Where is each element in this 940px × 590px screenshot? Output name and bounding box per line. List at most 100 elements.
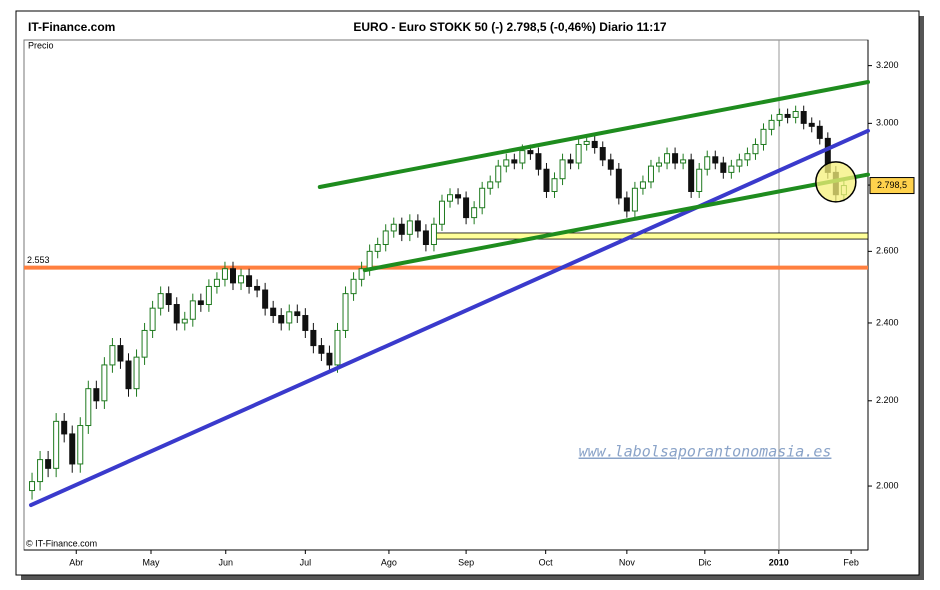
candle-body	[511, 159, 518, 164]
x-tick-label: Nov	[619, 557, 636, 567]
candle-body	[696, 168, 703, 192]
x-tick-label: Ago	[381, 557, 397, 567]
y-tick-label: 2.000	[876, 480, 899, 490]
last-price-label: 2.798,5	[877, 180, 907, 190]
candle-body	[768, 119, 775, 130]
candle-body	[157, 293, 164, 309]
candle-body	[704, 156, 711, 170]
candle-body	[246, 275, 253, 287]
candle-body	[519, 150, 526, 164]
watermark: www.labolsaporantonomasia.es	[579, 443, 832, 461]
candle-body	[575, 143, 582, 164]
candle-body	[390, 223, 397, 232]
candle-body	[623, 197, 630, 212]
candle-body	[53, 420, 60, 469]
candle-body	[334, 329, 341, 366]
copyright: © IT-Finance.com	[26, 538, 97, 548]
candle-body	[647, 165, 654, 183]
site-name: IT-Finance.com	[28, 20, 115, 34]
y-tick-label: 2.600	[876, 246, 899, 256]
candle-body	[205, 285, 212, 306]
candle-body	[310, 329, 317, 347]
candle-body	[744, 153, 751, 161]
candle-body	[631, 187, 638, 212]
x-tick-label: Feb	[843, 557, 859, 567]
candle-body	[487, 181, 494, 189]
candle-body	[720, 162, 727, 173]
candle-body	[688, 159, 695, 192]
candle-body	[463, 197, 470, 219]
candle-body	[302, 315, 309, 331]
y-tick-label: 2.200	[876, 395, 899, 405]
candle-body	[760, 128, 767, 145]
y-tick-label: 3.200	[876, 60, 899, 70]
candle-body	[479, 187, 486, 209]
candle-body	[270, 307, 277, 317]
price-band	[432, 232, 869, 240]
trend-line	[28, 128, 870, 508]
candle-body	[109, 345, 116, 366]
candle-body	[455, 194, 462, 199]
candle-body	[374, 244, 381, 252]
highlight-circle	[815, 161, 857, 203]
candle-body	[583, 140, 590, 145]
candle-body	[278, 315, 285, 324]
candle-body	[133, 356, 140, 390]
candle-body	[165, 293, 172, 306]
candle-body	[607, 159, 614, 170]
candle-body	[591, 140, 598, 149]
candle-body	[543, 168, 550, 192]
candle-body	[438, 200, 445, 225]
candle-body	[181, 318, 188, 324]
x-tick-label: Abr	[69, 557, 83, 567]
candle-body	[125, 360, 132, 390]
trend-line	[317, 79, 870, 189]
candle-body	[527, 150, 534, 155]
candle-body	[238, 275, 245, 284]
candle-body	[37, 459, 44, 483]
trend-line	[362, 172, 870, 273]
candle-body	[254, 285, 261, 291]
candle-body	[69, 433, 76, 465]
candle-body	[197, 300, 204, 306]
candle-body	[495, 165, 502, 183]
candle-body	[350, 278, 357, 295]
candle-body	[286, 311, 293, 324]
candle-body	[45, 459, 52, 469]
candle-body	[672, 153, 679, 164]
chart-title: EURO - Euro STOKK 50 (-) 2.798,5 (-0,46%…	[353, 20, 667, 34]
x-tick-label: 2010	[769, 557, 789, 567]
candle-body	[422, 230, 429, 246]
candle-body	[680, 159, 687, 164]
candle-body	[294, 311, 301, 317]
candle-body	[85, 388, 92, 427]
candle-body	[784, 113, 791, 118]
candle-body	[406, 220, 413, 235]
candle-body	[712, 156, 719, 164]
candle-body	[808, 122, 815, 127]
candle-body	[639, 181, 646, 189]
x-tick-label: Jul	[300, 557, 312, 567]
y-tick-label: 2.400	[876, 317, 899, 327]
candle-body	[776, 113, 783, 121]
candle-body	[326, 352, 333, 366]
y-tick-label: 3.000	[876, 118, 899, 128]
candle-body	[29, 481, 36, 492]
x-tick-label: Oct	[539, 557, 554, 567]
candle-body	[656, 162, 663, 167]
candle-body	[551, 178, 558, 192]
candle-body	[141, 329, 148, 358]
candle-body	[728, 165, 735, 173]
candle-body	[93, 388, 100, 402]
candle-body	[615, 168, 622, 199]
candle-body	[567, 159, 574, 164]
last-price-tag	[869, 177, 915, 195]
x-tick-label: May	[142, 557, 160, 567]
candle-body	[77, 425, 84, 465]
candle-body	[447, 194, 454, 202]
candle-body	[752, 143, 759, 155]
candle-body	[149, 307, 156, 331]
candle-body	[430, 223, 437, 246]
panel-label: Precio	[28, 40, 54, 50]
